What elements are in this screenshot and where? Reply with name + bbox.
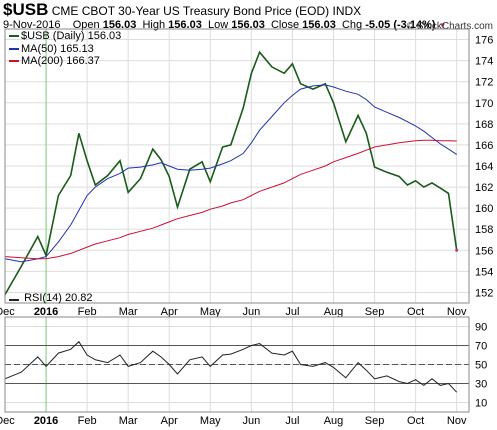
low-value: 156.03	[231, 19, 265, 31]
price-y-tick-label: 164	[475, 161, 493, 173]
price-y-tick-label: 156	[475, 245, 493, 257]
rsi-x-tick-label: May	[200, 415, 221, 427]
rsi-y-tick-label: 70	[475, 341, 487, 353]
description: CME CBOT 30-Year US Treasury Bond Price …	[51, 4, 330, 18]
legend-ma200-label: MA(200) 166.37	[21, 55, 100, 67]
chart-title-row: $USB CME CBOT 30-Year US Treasury Bond P…	[3, 0, 361, 20]
date: 9-Nov-2016	[3, 19, 61, 31]
rsi-x-tick-label: Nov	[447, 415, 467, 427]
rsi-x-tick-label: Jun	[242, 415, 260, 427]
legend-ma50-swatch	[9, 47, 19, 50]
legend-price: $USB (Daily) 156.03	[9, 30, 121, 43]
price-x-tick-label: Apr	[161, 306, 178, 318]
high-value: 156.03	[168, 19, 202, 31]
price-y-tick-label: 174	[475, 56, 493, 68]
legend-ma50: MA(50) 165.13	[9, 43, 121, 56]
price-y-tick-label: 176	[475, 35, 493, 47]
rsi-x-tick-label: 2016	[34, 415, 58, 427]
price-x-tick-label: Sep	[365, 306, 385, 318]
rsi-x-tick-label: Jul	[285, 415, 299, 427]
price-x-tick-label: Mar	[119, 306, 138, 318]
close-label: Close	[270, 19, 300, 31]
rsi-x-tick-label: Feb	[78, 415, 97, 427]
price-y-tick-label: 158	[475, 224, 493, 236]
price-x-tick-label: Dec	[0, 306, 15, 318]
price-y-tick-label: 166	[475, 140, 493, 152]
chg-value: -5.05 (-3.14%)	[365, 19, 436, 31]
price-series-line-1	[4, 84, 457, 263]
open-value: 156.03	[102, 19, 137, 31]
rsi-frame	[4, 316, 470, 413]
price-y-tick-label: 168	[475, 119, 493, 131]
price-series-line-2	[4, 139, 457, 260]
legend-ma200-swatch	[9, 60, 19, 63]
legend: $USB (Daily) 156.03 MA(50) 165.13 MA(200…	[9, 30, 121, 68]
rsi-x-tick-label: Dec	[0, 415, 15, 427]
open-label: Open	[72, 19, 100, 31]
legend-price-swatch	[9, 35, 19, 38]
low-label: Low	[207, 19, 229, 31]
price-y-tick-label: 170	[475, 98, 493, 110]
legend-price-label: $USB (Daily) 156.03	[21, 30, 122, 42]
rsi-legend-swatch	[9, 299, 19, 301]
last-price-marker	[455, 248, 459, 252]
legend-ma50-label: MA(50) 165.13	[21, 42, 94, 55]
chg-label: Chg	[341, 19, 363, 31]
price-y-tick-label: 172	[475, 77, 493, 89]
rsi-y-tick-label: 30	[475, 379, 487, 391]
rsi-x-tick-label: Apr	[161, 415, 178, 427]
rsi-x-tick-label: Mar	[119, 415, 138, 427]
price-y-tick-label: 162	[475, 182, 493, 194]
symbol: $USB	[3, 0, 49, 19]
rsi-x-tick-label: Oct	[407, 415, 424, 427]
price-x-tick-label: Nov	[447, 306, 467, 318]
rsi-x-tick-label: Aug	[324, 415, 344, 427]
price-x-tick-label: Jul	[285, 306, 299, 318]
exchange: INDX	[332, 4, 362, 18]
rsi-y-tick-label: 50	[475, 360, 487, 372]
price-x-tick-label: Oct	[407, 306, 424, 318]
price-y-tick-label: 152	[475, 287, 493, 299]
price-y-tick-label: 160	[475, 203, 493, 215]
rsi-legend-label: RSI(14) 20.82	[24, 292, 93, 304]
brand-watermark: © StockCharts.com	[406, 21, 493, 32]
price-series-line-0	[4, 50, 458, 295]
legend-ma200: MA(200) 166.37	[9, 55, 121, 68]
price-y-tick-label: 154	[475, 266, 493, 278]
price-x-tick-label: Aug	[324, 306, 344, 318]
close-value: 156.03	[302, 19, 336, 31]
rsi-legend: RSI(14) 20.82	[9, 292, 93, 304]
price-x-tick-label: May	[200, 306, 221, 318]
price-x-tick-label: Jun	[242, 306, 260, 318]
price-x-tick-label: Feb	[78, 306, 97, 318]
rsi-x-tick-label: Sep	[365, 415, 385, 427]
price-frame	[4, 28, 470, 304]
price-summary-row: 9-Nov-2016 Open 156.03 High 156.03 Low 1…	[3, 19, 447, 31]
rsi-y-tick-label: 10	[475, 398, 487, 410]
rsi-series-line-0	[4, 340, 458, 393]
down-marker-icon: ▼	[438, 21, 447, 30]
rsi-y-tick-label: 90	[475, 322, 487, 334]
high-label: High	[142, 19, 166, 31]
price-x-tick-label: 2016	[34, 306, 58, 318]
